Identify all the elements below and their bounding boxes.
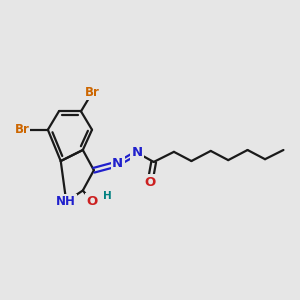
Text: NH: NH [56, 195, 76, 208]
Text: O: O [144, 176, 156, 189]
Text: Br: Br [85, 86, 100, 99]
Text: H: H [103, 191, 112, 201]
Text: N: N [132, 146, 143, 159]
Text: Br: Br [15, 123, 29, 136]
Text: O: O [86, 195, 98, 208]
Text: N: N [112, 157, 123, 170]
